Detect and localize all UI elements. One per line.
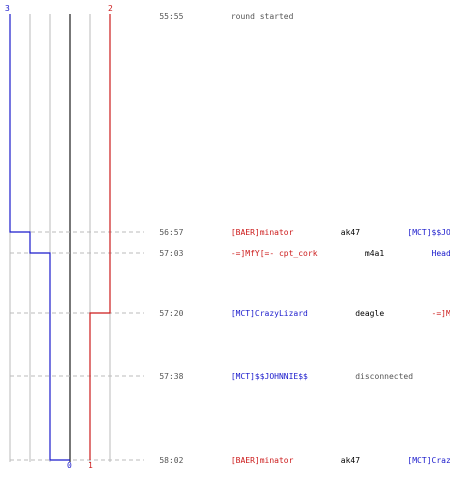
event-time: 57:03 [159, 249, 183, 258]
victim-name: [MCT]$$JOHNNIE$$ [407, 228, 450, 237]
weapon-name: ak47 [341, 456, 360, 465]
killer-name: [MCT]CrazyLizard [231, 309, 308, 318]
event-row-kill-1: 56:57 [BAER]minator ak47 [MCT]$$JOHNNIE$… [116, 228, 450, 237]
killer-name: -=]MfY[=- cpt_cork [231, 249, 318, 258]
event-time: 57:20 [159, 309, 183, 318]
event-row-round-start: 55:55 round started [116, 12, 327, 21]
killer-name: [BAER]minator [231, 456, 294, 465]
event-row-kill-3: 57:20 [MCT]CrazyLizard deagle -=]MfY[=- … [116, 309, 450, 318]
event-message: disconnected [355, 372, 413, 381]
blue-count-start: 3 [5, 4, 10, 13]
red-team-line [89, 14, 111, 460]
red-count-end: 1 [88, 461, 93, 470]
player-count-grid [9, 14, 111, 462]
blue-team-line [9, 14, 70, 461]
victim-name: HeadbanG [432, 249, 450, 258]
event-message: round started [231, 12, 294, 21]
event-row-disconnect: 57:38 [MCT]$$JOHNNIE$$ disconnected [116, 372, 447, 381]
red-count-start: 2 [108, 4, 113, 13]
event-row-kill-2: 57:03 -=]MfY[=- cpt_cork m4a1 HeadbanG [116, 249, 450, 258]
victim-name: [MCT]CrazyLizard [407, 456, 450, 465]
event-time: 55:55 [159, 12, 183, 21]
weapon-name: m4a1 [365, 249, 384, 258]
player-name: [MCT]$$JOHNNIE$$ [231, 372, 308, 381]
killer-name: [BAER]minator [231, 228, 294, 237]
event-time: 56:57 [159, 228, 183, 237]
victim-name: -=]MfY[=- cpt_cork [432, 309, 450, 318]
weapon-name: deagle [355, 309, 384, 318]
weapon-name: ak47 [341, 228, 360, 237]
event-log: 55:55 round started 56:57 [BAER]minator … [116, 12, 450, 465]
blue-count-end: 0 [67, 461, 72, 470]
event-time: 58:02 [159, 456, 183, 465]
event-row-kill-4: 58:02 [BAER]minator ak47 [MCT]CrazyLizar… [116, 456, 450, 465]
event-time: 57:38 [159, 372, 183, 381]
